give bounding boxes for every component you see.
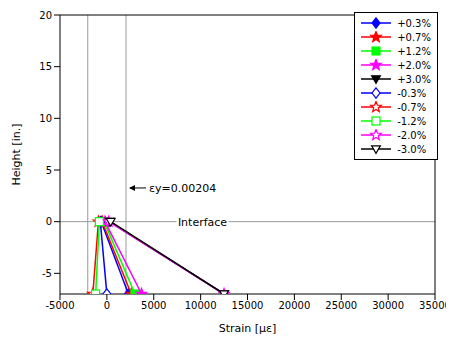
svg-text:15: 15 [39,61,52,72]
html-text:-2.0%: -2.0% [397,129,427,141]
svg-text:10000: 10000 [185,300,217,311]
svg-text:-5000: -5000 [45,300,74,311]
svg-text:Height [in.]: Height [in.] [10,124,23,186]
svg-text:5000: 5000 [141,300,166,311]
html-text:+0.3%: +0.3% [397,17,431,29]
html-text:-3.0%: -3.0% [397,143,427,155]
svg-text:35000: 35000 [419,300,446,311]
svg-text:Strain [με]: Strain [με] [219,322,277,335]
html-text:+0.7%: +0.7% [397,31,431,43]
svg-text:15000: 15000 [232,300,264,311]
svg-text:5: 5 [46,165,52,176]
html-text:+1.2%: +1.2% [397,45,431,57]
svg-text:0: 0 [104,300,110,311]
svg-text:30000: 30000 [372,300,404,311]
svg-text:20: 20 [39,10,52,21]
svg-text:20000: 20000 [278,300,310,311]
html-text:+3.0%: +3.0% [397,73,431,85]
html-text:-1.2%: -1.2% [397,115,427,127]
svg-text:-5: -5 [42,268,52,279]
html-text:-0.7%: -0.7% [397,101,427,113]
svg-text:εy=0.00204: εy=0.00204 [149,182,216,195]
svg-text:Interface: Interface [178,216,227,229]
svg-text:10: 10 [39,113,52,124]
svg-text:0: 0 [46,216,52,227]
html-text:-0.3%: -0.3% [397,87,427,99]
svg-text:25000: 25000 [325,300,357,311]
html-text:+2.0%: +2.0% [397,59,431,71]
